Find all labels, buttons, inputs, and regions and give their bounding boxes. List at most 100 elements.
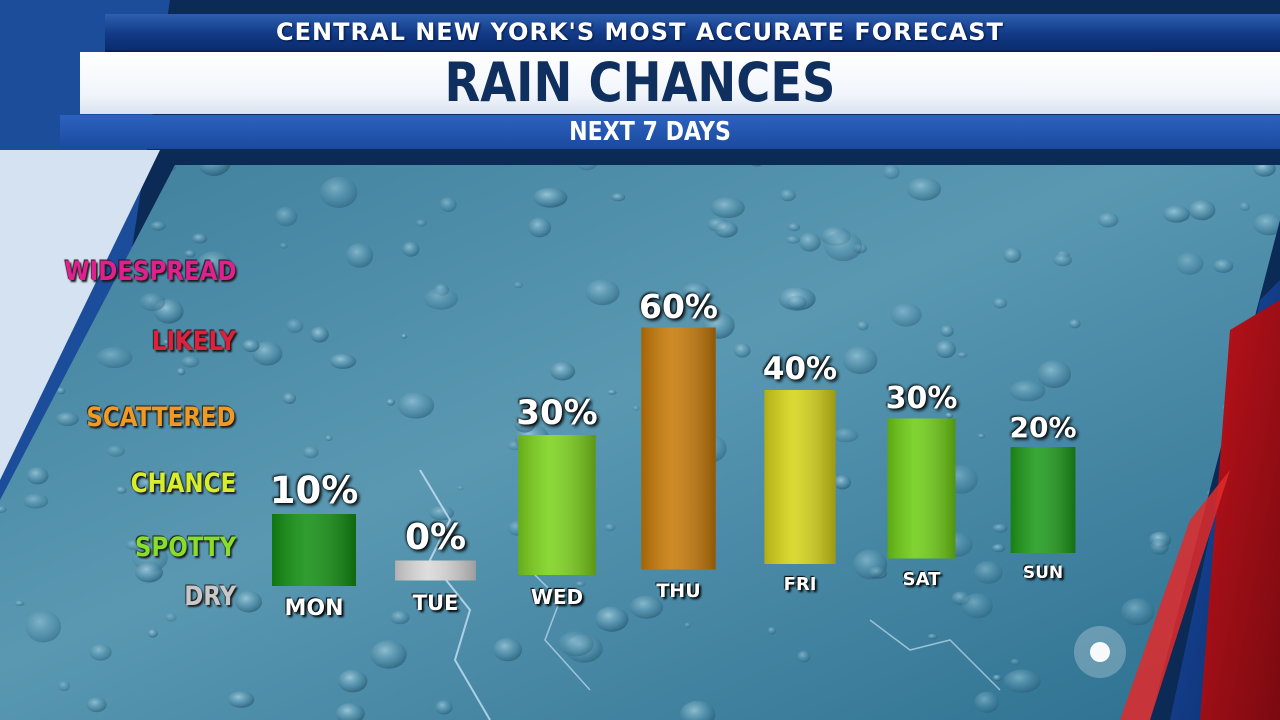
bars	[272, 327, 1076, 586]
rain-drop	[137, 476, 157, 492]
rain-drop	[320, 176, 358, 208]
rain-drop	[274, 207, 298, 227]
rain-drop	[106, 445, 125, 457]
rain-drop	[882, 165, 900, 180]
header-subtitle-bar	[60, 115, 1280, 149]
rain-drop	[1253, 213, 1280, 236]
rain-drop	[550, 361, 576, 381]
bar-shade-fri	[764, 390, 836, 564]
rain-drop	[55, 412, 79, 427]
rain-drop	[139, 292, 166, 312]
rain-drop	[1003, 247, 1022, 263]
rain-drop	[833, 427, 859, 443]
day-label-sat: SAT	[902, 568, 941, 590]
rain-drop	[1097, 212, 1119, 228]
rain-drop	[96, 347, 133, 368]
rain-drop	[507, 440, 522, 451]
rain-drop	[973, 561, 1003, 584]
rain-drop	[457, 485, 464, 491]
rain-drop	[493, 637, 523, 662]
rain-drop	[945, 412, 954, 419]
rain-drop	[310, 326, 329, 343]
rain-drop	[58, 680, 70, 692]
rain-drop	[710, 197, 745, 219]
rain-drop	[957, 352, 968, 358]
rain-drop	[89, 643, 112, 661]
level-spotty: SPOTTY	[134, 532, 236, 563]
rain-drop	[961, 593, 993, 619]
rain-drop	[797, 650, 811, 663]
rain-drop	[607, 389, 617, 395]
rain-drop	[252, 341, 283, 366]
rain-drop	[345, 243, 374, 268]
rain-drop	[629, 595, 664, 619]
rain-drop	[1121, 598, 1155, 626]
bar-shade-sun	[1010, 447, 1076, 553]
rain-drop	[25, 610, 62, 643]
day-label-wed: WED	[530, 585, 584, 609]
bar-shade-wed	[518, 435, 596, 575]
value-label-wed: 30%	[516, 393, 598, 433]
rain-drop	[279, 242, 288, 249]
rain-drop	[927, 633, 938, 640]
rain-drop	[906, 177, 942, 201]
rain-drop	[1175, 252, 1204, 275]
rain-drop	[940, 325, 954, 337]
left-frame-light	[0, 150, 160, 480]
rain-drop	[435, 700, 453, 715]
rain-drop	[513, 281, 523, 289]
rain-drop	[1150, 539, 1169, 555]
rain-drop	[147, 629, 158, 638]
rain-drop	[992, 674, 1002, 682]
rain-drop	[0, 506, 7, 513]
bar-shade-tue	[395, 560, 476, 581]
rain-drop	[779, 189, 796, 202]
level-chance: CHANCE	[130, 468, 236, 499]
value-label-sun: 20%	[1009, 411, 1077, 444]
bar-shade-sat	[887, 418, 956, 559]
rain-drop	[856, 320, 869, 331]
rain-drop	[386, 398, 396, 406]
rain-drop	[335, 703, 365, 720]
day-label-thu: THU	[656, 579, 701, 602]
rain-drop	[1213, 258, 1234, 273]
rain-drop	[181, 356, 200, 368]
rain-drop	[935, 340, 956, 359]
rain-drop	[604, 523, 616, 532]
rain-drop	[1162, 205, 1190, 223]
rain-drop	[576, 165, 598, 171]
right-swoosh-accent	[1120, 470, 1230, 720]
rain-drop	[86, 697, 107, 713]
rain-drop	[1188, 199, 1216, 221]
rain-drop	[235, 590, 262, 613]
rain-drop	[56, 387, 66, 395]
rain-drop	[227, 691, 255, 708]
rain-drop	[125, 539, 143, 551]
rain-drop	[767, 626, 777, 635]
rain-drop	[749, 165, 764, 167]
rain-drop	[370, 640, 407, 669]
rain-drop	[1010, 658, 1021, 666]
day-label-tue: TUE	[412, 590, 459, 615]
rain-drop	[842, 346, 878, 375]
rain-drop	[585, 279, 620, 306]
rain-drop	[787, 223, 801, 232]
rain-drop	[1003, 669, 1041, 693]
rain-drop	[890, 303, 922, 327]
rain-drop	[977, 433, 986, 439]
value-label-fri: 40%	[762, 351, 838, 387]
rain-drop	[192, 233, 208, 244]
value-label-thu: 60%	[639, 286, 718, 326]
header-top-bar	[105, 14, 1280, 52]
rain-drop	[798, 232, 821, 252]
rain-drop	[197, 165, 231, 176]
rain-drop	[166, 165, 176, 171]
rain-drop	[286, 318, 304, 333]
bar-shade-mon	[272, 514, 356, 586]
rain-drop	[282, 392, 296, 404]
rain-drop	[974, 691, 1000, 713]
rain-drop	[176, 367, 186, 376]
rain-drop	[23, 493, 49, 509]
rain-drop	[1068, 319, 1081, 329]
right-swoosh-red	[1200, 300, 1280, 720]
